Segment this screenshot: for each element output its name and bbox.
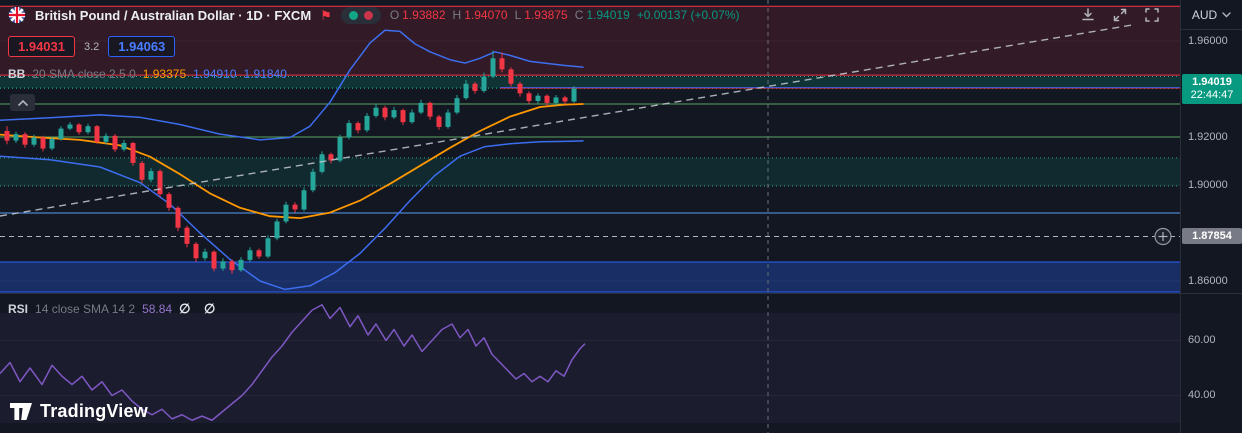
spread-value: 3.2 [84, 40, 100, 53]
open-value: 1.93882 [402, 8, 446, 22]
toolbar-right-actions [1076, 0, 1164, 30]
download-icon [1082, 8, 1094, 21]
snapshot-icon [1145, 8, 1159, 22]
high-value: 1.94070 [464, 8, 508, 22]
bb-indicator-legend[interactable]: BB 20 SMA close 2.5 0 1.93375 1.94910 1.… [8, 67, 287, 81]
price-axis-panel[interactable]: AUD 1.96000 1.92000 1.90000 1.86000 60.00 40.… [1180, 0, 1242, 433]
status-dots-pill[interactable] [340, 6, 381, 24]
currency-dropdown[interactable]: AUD [1181, 0, 1242, 30]
close-label: C [574, 8, 584, 22]
rsi-params: 14 close SMA 14 2 [35, 302, 136, 316]
order-panel: 1.94031 3.2 1.94063 [8, 36, 176, 57]
high-label: H [452, 8, 462, 22]
axis-tick-label: 1.92000 [1188, 131, 1228, 143]
rsi-hidden-values: ∅ ∅ [179, 301, 221, 316]
chart-toolbar: British Pound / Australian Dollar · 1D ·… [0, 0, 1180, 30]
bb-lower-value: 1.91840 [243, 67, 287, 81]
chevron-up-icon [17, 99, 28, 106]
current-price-value: 1.94019 [1192, 76, 1232, 88]
bb-upper-value: 1.94910 [193, 67, 237, 81]
status-dot-green-icon [348, 10, 358, 20]
axis-tick-label: 1.90000 [1188, 179, 1228, 191]
low-label: L [514, 8, 522, 22]
maximize-icon [1113, 8, 1127, 22]
bb-params: 20 SMA close 2.5 0 [32, 67, 136, 81]
current-price-badge: 1.94019 22:44:47 [1182, 74, 1242, 104]
rsi-indicator-legend[interactable]: RSI 14 close SMA 14 2 58.84 ∅ ∅ [8, 301, 220, 317]
change-value: +0.00137 (+0.07%) [636, 8, 740, 22]
currency-label: AUD [1191, 7, 1218, 22]
sell-price-button[interactable]: 1.94031 [8, 36, 75, 57]
ohlc-readout: O 1.93882 H 1.94070 L 1.93875 C 1.94019 … [390, 8, 740, 22]
status-dot-red-icon [363, 10, 373, 20]
tradingview-logo[interactable]: TradingView [10, 401, 148, 422]
bar-countdown-value: 22:44:47 [1190, 89, 1234, 101]
price-chart-canvas[interactable] [0, 0, 1180, 433]
download-icon-button[interactable] [1076, 3, 1100, 27]
symbol-title[interactable]: British Pound / Australian Dollar · 1D ·… [35, 7, 312, 23]
axis-tick-label: 60.00 [1188, 334, 1216, 346]
symbol-logo [8, 6, 26, 24]
chevron-down-icon [1222, 11, 1231, 17]
bb-name: BB [8, 67, 26, 81]
axis-tick-label: 1.86000 [1188, 275, 1228, 287]
rsi-name: RSI [8, 302, 29, 316]
pane-divider[interactable] [0, 293, 1242, 294]
bb-basis-value: 1.93375 [142, 67, 187, 81]
low-value: 1.93875 [524, 8, 568, 22]
axis-tick-label: 1.96000 [1188, 35, 1228, 47]
close-value: 1.94019 [586, 8, 630, 22]
level-price-badge: 1.87854 [1182, 228, 1242, 244]
tradingview-logo-mark [10, 403, 32, 420]
legend-collapse-button[interactable] [10, 94, 35, 111]
tradingview-logo-text: TradingView [40, 401, 148, 421]
snapshot-icon-button[interactable] [1140, 3, 1164, 27]
axis-tick-label: 40.00 [1188, 389, 1216, 401]
open-label: O [389, 8, 400, 22]
rsi-value: 58.84 [142, 302, 173, 316]
buy-price-button[interactable]: 1.94063 [108, 36, 176, 57]
maximize-icon-button[interactable] [1108, 3, 1132, 27]
symbol-flag-icon[interactable]: ⚑ [320, 7, 332, 23]
